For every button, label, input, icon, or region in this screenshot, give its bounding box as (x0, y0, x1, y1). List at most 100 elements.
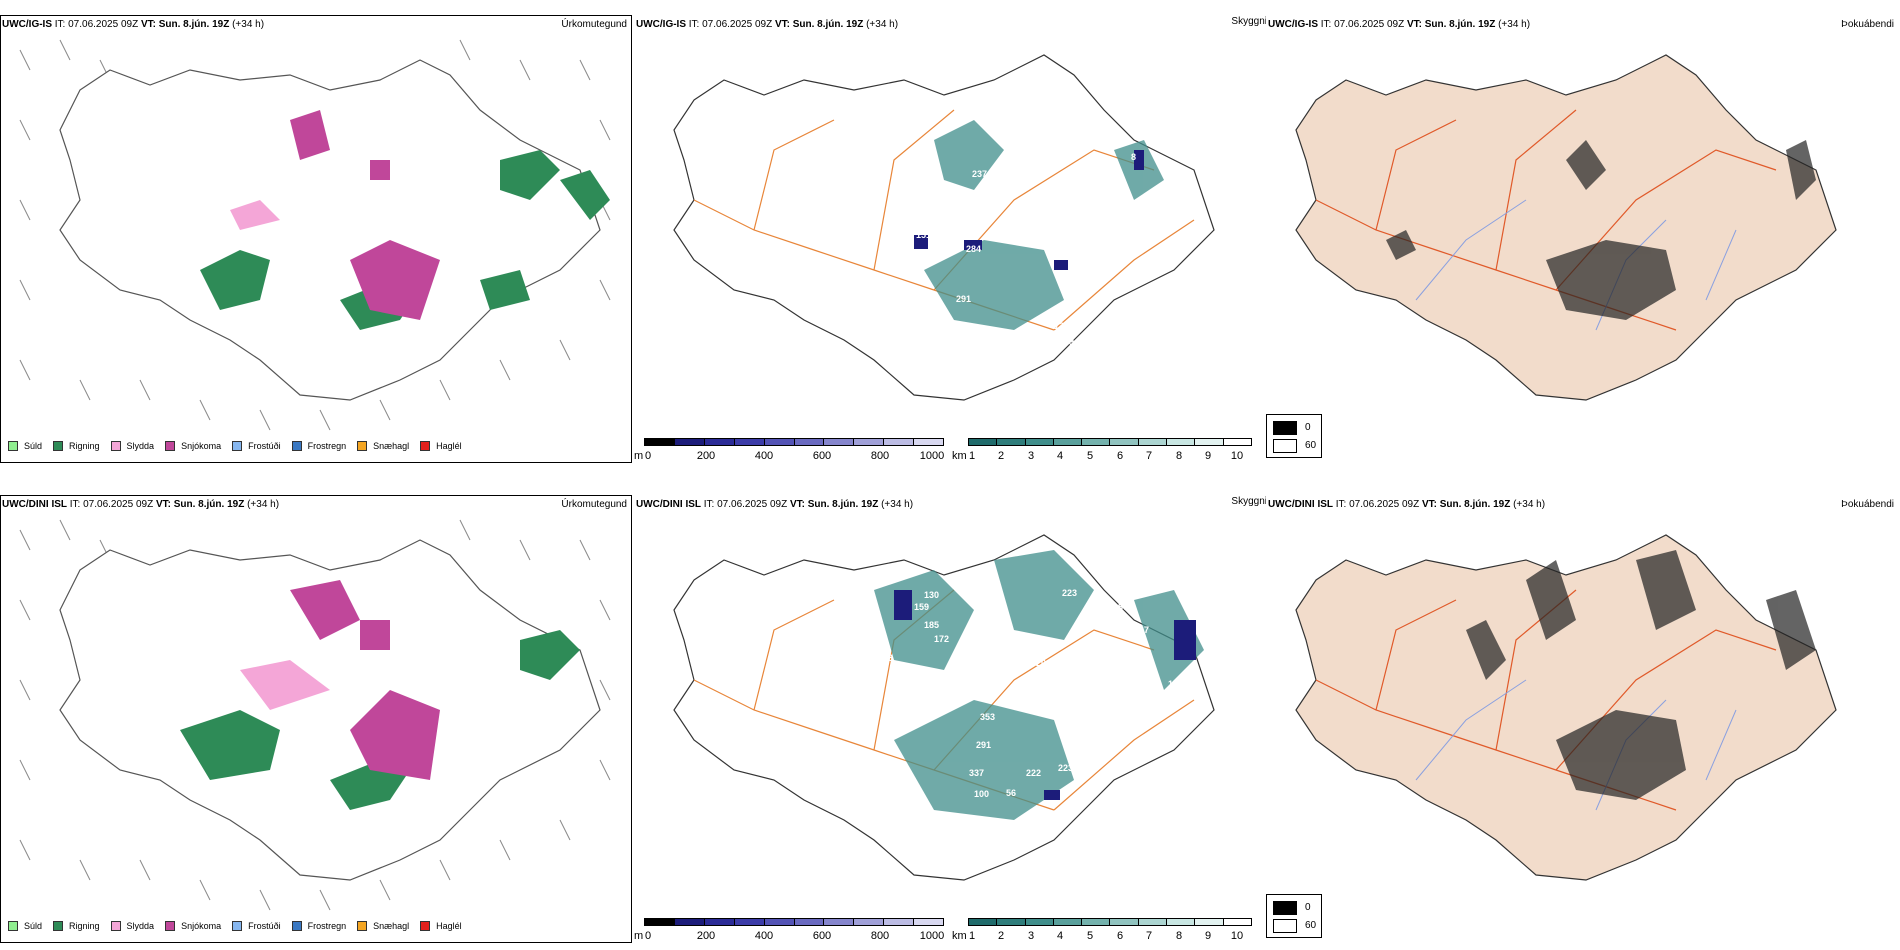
legend-swatch (291, 441, 302, 451)
fog-legend-label: 0 (1305, 902, 1311, 913)
vis-label: 300 (1076, 748, 1091, 758)
visibility-map: 130 159 185 172 281 673 22 120 353 291 3… (673, 534, 1215, 881)
issue-time: IT: 07.06.2025 09Z (1318, 19, 1407, 30)
colorbar-tick: 9 (1204, 930, 1212, 942)
precip-snow (290, 580, 440, 780)
panel-title: UWC/DINI ISL IT: 07.06.2025 09Z VT: Sun.… (1268, 499, 1545, 510)
fog-legend: 0 60 (1266, 894, 1322, 938)
vis-label: 206 (978, 194, 993, 204)
lead-time: (+34 h) (1495, 19, 1531, 30)
legend-item: Snjókoma (165, 921, 221, 931)
legend-item: Frostregn (291, 921, 347, 931)
row1-precip-panel: UWC/IG-IS IT: 07.06.2025 09Z VT: Sun. 8.… (0, 0, 635, 470)
colorbar-tick: 2 (997, 930, 1005, 942)
wind-barbs (19, 39, 611, 431)
panel-type-label: Skyggni (1231, 496, 1267, 507)
colorbar-tick: 8 (1175, 450, 1183, 462)
colorbar-tick: 10 (1230, 930, 1244, 942)
legend-item: Súld (8, 921, 42, 931)
fog-fields (1386, 140, 1816, 320)
fog-legend-swatch (1273, 421, 1297, 435)
legend-swatch (291, 921, 302, 931)
visibility-labels: 237 206 151 284 143 291 13 99 8 (916, 152, 1136, 347)
panel-title: UWC/DINI ISL IT: 07.06.2025 09Z VT: Sun.… (2, 499, 279, 510)
colorbar-m-bar (644, 438, 944, 446)
colorbar-unit: m (634, 450, 644, 462)
colorbar-km-bar (968, 918, 1252, 926)
legend-label: Súld (24, 441, 43, 451)
visibility-low (894, 590, 1196, 800)
road-network (693, 109, 1195, 331)
row2-fog-panel: UWC/DINI ISL IT: 07.06.2025 09Z VT: Sun.… (1266, 480, 1900, 950)
vis-label: 337 (969, 768, 984, 778)
vis-label: 367 (1034, 638, 1049, 648)
legend-swatch (420, 441, 431, 451)
vis-label: 99 (1064, 337, 1074, 347)
wind-barbs (19, 519, 611, 911)
legend-label: Haglél (436, 441, 462, 451)
iceland-outline (59, 59, 601, 401)
panel-type-label: Úrkomutegund (561, 499, 627, 510)
model-name: UWC/DINI ISL (1268, 499, 1333, 510)
legend-label: Frostregn (307, 921, 347, 931)
vis-label: 237 (972, 169, 987, 179)
colorbar-tick: 4 (1056, 450, 1064, 462)
colorbar-tick: 0 (644, 930, 652, 942)
panel-title: UWC/IG-IS IT: 07.06.2025 09Z VT: Sun. 8.… (2, 19, 264, 30)
fog-roads (1315, 589, 1777, 811)
legend-item: Snæhagl (357, 921, 409, 931)
legend-swatch (165, 921, 176, 931)
vis-label: 223 (1062, 588, 1077, 598)
colorbar-tick: 6 (1116, 930, 1124, 942)
fog-legend: 0 60 (1266, 414, 1322, 458)
vis-label: 223 (1058, 763, 1073, 773)
iceland-outline (673, 54, 1215, 401)
colorbar-m: m 0 200 400 600 800 1000 (634, 916, 944, 946)
vis-label: 22 (866, 697, 876, 707)
iceland-outline (59, 539, 601, 881)
colorbar-tick: 1000 (919, 930, 945, 942)
vis-label: 171 (1168, 679, 1183, 689)
colorbar-tick: 600 (812, 450, 832, 462)
vis-label: 204 (1036, 658, 1051, 668)
legend-swatch (165, 441, 176, 451)
model-name: UWC/IG-IS (2, 19, 52, 30)
colorbar-tick: 2 (997, 450, 1005, 462)
colorbar-tick: 5 (1086, 450, 1094, 462)
fog-fields (1466, 550, 1816, 800)
legend-item: Haglél (420, 921, 462, 931)
vis-label: 222 (1026, 768, 1041, 778)
legend-label: Slydda (126, 921, 155, 931)
vis-label: 284 (966, 244, 981, 254)
colorbar-tick: 10 (1230, 450, 1244, 462)
colorbar-tick: 400 (754, 930, 774, 942)
lead-time: (+34 h) (878, 499, 914, 510)
panel-title: UWC/DINI ISL IT: 07.06.2025 09Z VT: Sun.… (636, 499, 913, 510)
colorbar-km-bar (968, 438, 1252, 446)
colorbar-tick: 8 (1175, 930, 1183, 942)
vis-label: 86 (1118, 602, 1128, 612)
vis-label: 120 (852, 722, 867, 732)
legend-label: Súld (24, 921, 43, 931)
vis-label: 143 (1016, 234, 1031, 244)
vis-label: 281 (964, 642, 979, 652)
model-name: UWC/DINI ISL (2, 499, 67, 510)
colorbar-tick: 800 (870, 930, 890, 942)
panel-type-label: Þokuábendi (1841, 499, 1894, 510)
colorbar-unit: m (634, 930, 644, 942)
legend-swatch (53, 441, 64, 451)
fog-map (1295, 534, 1837, 881)
vis-label: 151 (916, 230, 931, 240)
row1-fog-panel: UWC/IG-IS IT: 07.06.2025 09Z VT: Sun. 8.… (1266, 0, 1900, 470)
panel-title: UWC/IG-IS IT: 07.06.2025 09Z VT: Sun. 8.… (1268, 19, 1530, 30)
model-name: UWC/IG-IS (636, 19, 686, 30)
colorbar-tick: 4 (1056, 930, 1064, 942)
colorbar-tick: 9 (1204, 450, 1212, 462)
fog-legend-label: 60 (1305, 440, 1317, 451)
vis-label: 13 (1054, 321, 1064, 331)
legend-label: Snjókoma (181, 921, 222, 931)
colorbar-tick: 400 (754, 450, 774, 462)
precip-rain (180, 630, 580, 810)
visibility-fields (874, 550, 1204, 820)
precip-map (19, 519, 611, 911)
